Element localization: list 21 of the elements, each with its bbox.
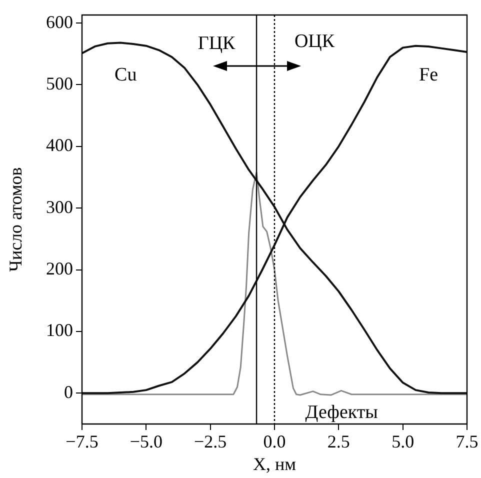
series-label: Cu — [114, 64, 138, 86]
series-label: Дефекты — [305, 402, 378, 423]
y-tick-label: 200 — [46, 258, 73, 279]
annotation: ОЦК — [294, 31, 335, 52]
x-tick-label: −5.0 — [130, 432, 162, 452]
y-axis-title: Число атомов — [6, 167, 26, 272]
x-tick-label: 2.5 — [327, 432, 350, 452]
x-axis-title: X, нм — [252, 454, 296, 474]
x-tick-label: −2.5 — [194, 432, 227, 452]
y-tick-label: 400 — [46, 135, 73, 156]
series-label: Fe — [419, 64, 438, 86]
y-tick-label: 100 — [46, 320, 73, 340]
x-tick-label: −7.5 — [66, 432, 98, 452]
x-tick-label: 7.5 — [456, 432, 478, 452]
y-tick-label: 600 — [46, 12, 73, 32]
y-tick-label: 500 — [46, 73, 73, 94]
annotation: ГЦК — [198, 32, 236, 54]
y-tick-label: 300 — [46, 196, 73, 217]
x-tick-label: 0.0 — [263, 432, 286, 452]
x-tick-label: 5.0 — [392, 432, 414, 452]
y-tick-label: 0 — [64, 382, 73, 402]
